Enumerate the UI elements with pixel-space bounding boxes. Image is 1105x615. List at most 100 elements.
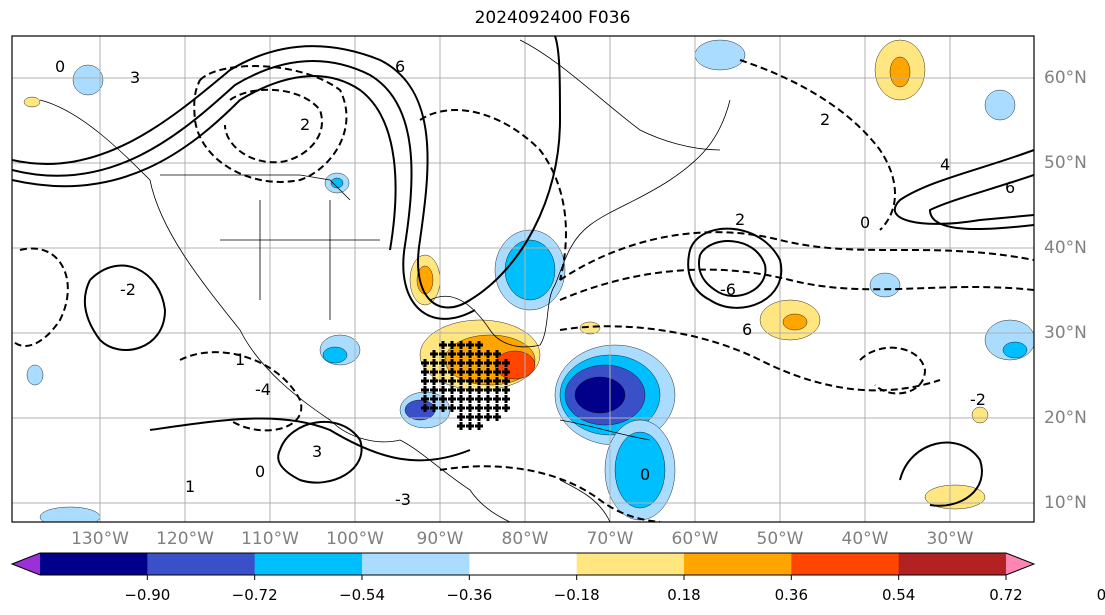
contour-line-dashed xyxy=(12,247,69,347)
contour-line-solid xyxy=(899,441,983,507)
coastline xyxy=(399,439,511,522)
contour-label: 6 xyxy=(1005,178,1015,197)
hatch-mark xyxy=(475,404,483,412)
anomaly-blob xyxy=(26,364,44,386)
coastline xyxy=(519,39,721,151)
coastline xyxy=(559,419,651,441)
colorbar-tick-label: 0.90 xyxy=(1096,586,1105,604)
hatch-mark xyxy=(466,422,474,430)
contour-label: 2 xyxy=(735,210,745,229)
hatch-mark xyxy=(448,359,456,367)
longitude-label: 90°W xyxy=(416,529,464,549)
anomaly-blob xyxy=(322,346,348,364)
colorbar-tick-label: −0.18 xyxy=(553,586,600,604)
colorbar-tick-label: 0.18 xyxy=(667,586,701,604)
hatch-mark xyxy=(484,413,492,421)
latitude-label: 50°N xyxy=(1044,153,1087,173)
hatch-mark xyxy=(439,359,447,367)
hatch-mark xyxy=(475,413,483,421)
hatch-mark xyxy=(421,359,429,367)
hatch-mark xyxy=(475,377,483,385)
longitude-label: 80°W xyxy=(501,529,549,549)
hatch-mark xyxy=(475,341,483,349)
contour-label: 1 xyxy=(235,350,245,369)
latitude-label: 20°N xyxy=(1044,408,1087,428)
contour-line-dashed xyxy=(559,268,1034,301)
hatch-mark xyxy=(475,422,483,430)
hatch-mark xyxy=(439,395,447,403)
longitude-label: 110°W xyxy=(241,529,299,549)
colorbar-tick-label: −0.36 xyxy=(446,586,493,604)
hatch-mark xyxy=(457,377,465,385)
hatch-mark xyxy=(457,341,465,349)
hatch-mark xyxy=(493,395,501,403)
hatch-mark xyxy=(457,359,465,367)
hatch-mark xyxy=(466,404,474,412)
contour-label: -4 xyxy=(255,380,271,399)
hatch-mark xyxy=(448,386,456,394)
hatch-mark xyxy=(430,350,438,358)
anomaly-blob xyxy=(330,177,344,189)
longitude-label: 30°W xyxy=(926,529,974,549)
hatch-mark xyxy=(484,359,492,367)
hatch-mark xyxy=(493,359,501,367)
contour-label: 6 xyxy=(742,320,752,339)
hatch-mark xyxy=(457,422,465,430)
coastline xyxy=(160,174,351,201)
longitude-label: 50°W xyxy=(756,529,804,549)
map-frame xyxy=(11,35,1035,523)
hatch-mark xyxy=(430,404,438,412)
contour-line-dashed xyxy=(179,351,303,432)
longitude-label: 120°W xyxy=(156,529,214,549)
hatch-mark xyxy=(448,350,456,358)
hatch-mark xyxy=(493,413,501,421)
hatch-mark xyxy=(466,341,474,349)
coastline xyxy=(554,99,731,286)
hatch-mark xyxy=(430,377,438,385)
colorbar-tick-label: −0.90 xyxy=(124,586,171,604)
contour-line-solid xyxy=(149,417,471,462)
hatch-mark xyxy=(475,395,483,403)
contour-line-solid xyxy=(697,240,767,297)
hatch-mark xyxy=(502,386,510,394)
anomaly-blob xyxy=(614,431,666,509)
hatch-mark xyxy=(466,368,474,376)
hatch-mark xyxy=(421,395,429,403)
anomaly-blob xyxy=(579,321,601,335)
hatch-mark xyxy=(484,386,492,394)
anomaly-blob xyxy=(72,64,104,96)
hatch-mark xyxy=(439,341,447,349)
hatch-mark xyxy=(430,395,438,403)
colorbar-tick-label: 0.36 xyxy=(774,586,809,604)
latitude-label: 30°N xyxy=(1044,323,1087,343)
hatch-mark xyxy=(502,359,510,367)
hatch-mark xyxy=(430,386,438,394)
hatch-mark xyxy=(466,395,474,403)
hatch-mark xyxy=(475,359,483,367)
contour-label: 1 xyxy=(185,477,195,496)
hatch-mark xyxy=(448,368,456,376)
anomaly-blob xyxy=(404,399,436,421)
longitude-label: 100°W xyxy=(326,529,384,549)
hatch-mark xyxy=(475,386,483,394)
hatch-mark xyxy=(475,368,483,376)
hatch-mark xyxy=(466,359,474,367)
hatch-mark xyxy=(421,404,429,412)
hatch-mark xyxy=(493,368,501,376)
coastline xyxy=(429,284,556,348)
hatch-mark xyxy=(493,350,501,358)
hatch-mark xyxy=(466,413,474,421)
contour-line-solid xyxy=(687,227,783,309)
contour-line-solid xyxy=(12,60,476,320)
anomaly-blob xyxy=(504,239,556,301)
colorbar-tick-label: −0.54 xyxy=(339,586,385,604)
contour-line-solid xyxy=(83,264,167,351)
hatch-mark xyxy=(448,395,456,403)
hatch-mark xyxy=(502,404,510,412)
hatch-mark xyxy=(430,368,438,376)
anomaly-blob xyxy=(574,376,626,414)
anomaly-blob xyxy=(39,506,101,522)
coastline xyxy=(220,200,380,320)
colorbar-tick-label: −0.72 xyxy=(231,586,278,604)
